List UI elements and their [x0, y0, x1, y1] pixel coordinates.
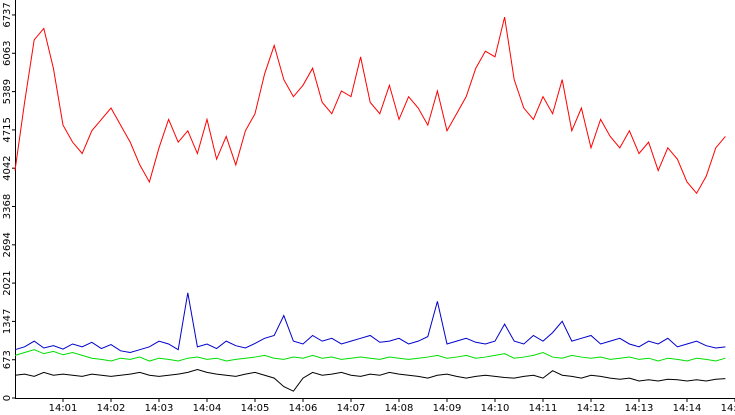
series-line	[14, 292, 726, 354]
y-tick-label: 4042	[2, 155, 13, 180]
x-tick-label: 14:11	[529, 403, 558, 414]
y-tick-label: 0	[2, 395, 13, 401]
y-tick-label: 4715	[2, 117, 13, 142]
x-tick-label: 14:03	[145, 403, 174, 414]
series-line	[14, 349, 726, 362]
y-tick-label: 2021	[2, 270, 13, 295]
x-tick-label: 14:14	[673, 403, 702, 414]
series-line	[14, 16, 726, 195]
y-tick-label: 3368	[2, 194, 13, 219]
x-tick-label: 14:13	[625, 403, 654, 414]
y-tick-label: 1347	[2, 309, 13, 334]
y-tick-label: 6063	[2, 41, 13, 66]
y-tick-label: 5389	[2, 79, 13, 104]
y-tick-label: 673	[2, 350, 13, 369]
x-tick-label: 14:15	[721, 403, 735, 414]
x-tick-label: 14:04	[193, 403, 222, 414]
x-tick-label: 14:08	[385, 403, 414, 414]
y-tick-label: 6737	[2, 2, 13, 27]
series-line	[14, 369, 726, 392]
x-tick-label: 14:12	[577, 403, 606, 414]
x-tick-label: 14:02	[97, 403, 126, 414]
x-tick-label: 14:09	[433, 403, 462, 414]
x-tick-label: 14:01	[49, 403, 78, 414]
y-tick-label: 2694	[2, 232, 13, 257]
x-tick-label: 14:07	[337, 403, 366, 414]
x-tick-label: 14:10	[481, 403, 510, 414]
x-tick-label: 14:05	[241, 403, 270, 414]
x-tick-label: 14:06	[289, 403, 318, 414]
